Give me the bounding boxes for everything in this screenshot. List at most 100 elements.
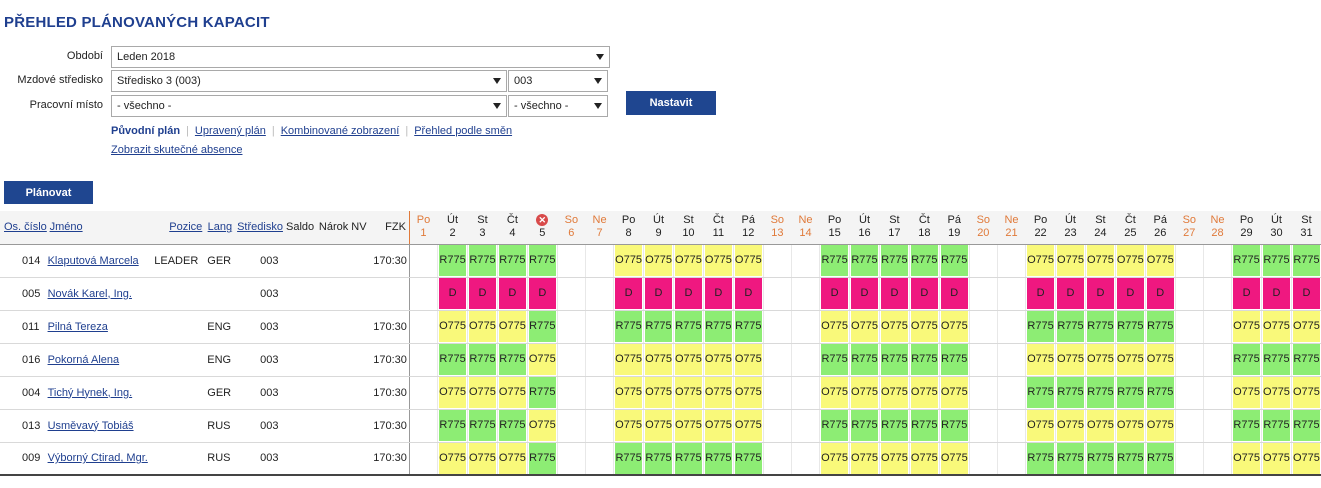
- shift-cell[interactable]: O775: [878, 376, 910, 410]
- shift-cell[interactable]: D: [908, 277, 940, 311]
- shift-cell[interactable]: [556, 409, 586, 443]
- shift-cell[interactable]: O775: [908, 310, 940, 344]
- shift-cell[interactable]: R775: [1290, 409, 1321, 443]
- view-original-plan[interactable]: Původní plán: [111, 125, 181, 137]
- shift-cell[interactable]: O775: [819, 310, 850, 344]
- shift-cell[interactable]: [790, 277, 820, 311]
- shift-cell[interactable]: [556, 244, 586, 278]
- shift-cell[interactable]: O775: [496, 376, 528, 410]
- shift-cell[interactable]: R775: [1290, 244, 1321, 278]
- set-button[interactable]: Nastavit: [626, 91, 716, 115]
- col-os-number[interactable]: Os. číslo: [0, 211, 48, 245]
- shift-cell[interactable]: O775: [1025, 343, 1056, 377]
- shift-cell[interactable]: O775: [1290, 376, 1321, 410]
- shift-cell[interactable]: [762, 310, 792, 344]
- shift-cell[interactable]: O775: [643, 343, 674, 377]
- shift-cell[interactable]: R775: [1084, 442, 1116, 476]
- shift-cell[interactable]: [408, 277, 438, 311]
- period-select[interactable]: Leden 2018: [111, 46, 610, 68]
- employee-name-link[interactable]: Usměvavý Tobiáš: [47, 419, 134, 432]
- employee-name-link[interactable]: Výborný Ctirad, Mgr.: [47, 452, 148, 465]
- shift-cell[interactable]: O775: [1114, 343, 1146, 377]
- shift-cell[interactable]: [996, 277, 1026, 311]
- shift-cell[interactable]: R775: [1231, 244, 1262, 278]
- shift-cell[interactable]: R775: [672, 442, 704, 476]
- shift-cell[interactable]: [968, 343, 998, 377]
- shift-cell[interactable]: O775: [849, 310, 880, 344]
- shift-cell[interactable]: R775: [732, 442, 764, 476]
- shift-cell[interactable]: D: [819, 277, 850, 311]
- shift-cell[interactable]: [968, 244, 998, 278]
- shift-cell[interactable]: [1174, 409, 1204, 443]
- shift-cell[interactable]: [408, 409, 438, 443]
- shift-cell[interactable]: R775: [1084, 310, 1116, 344]
- employee-name-link[interactable]: Pilná Tereza: [47, 320, 108, 333]
- shift-cell[interactable]: R775: [819, 244, 850, 278]
- shift-cell[interactable]: R775: [643, 310, 674, 344]
- employee-name-link[interactable]: Tichý Hynek, Ing.: [47, 386, 133, 399]
- shift-cell[interactable]: [408, 310, 438, 344]
- shift-cell[interactable]: R775: [849, 244, 880, 278]
- shift-cell[interactable]: R775: [1231, 343, 1262, 377]
- shift-cell[interactable]: O775: [643, 244, 674, 278]
- shift-cell[interactable]: O775: [1055, 343, 1086, 377]
- shift-cell[interactable]: R775: [526, 244, 558, 278]
- shift-cell[interactable]: [790, 244, 820, 278]
- shift-cell[interactable]: [790, 442, 820, 476]
- shift-cell[interactable]: O775: [672, 376, 704, 410]
- shift-cell[interactable]: [1202, 442, 1232, 476]
- shift-cell[interactable]: O775: [1290, 442, 1321, 476]
- shift-cell[interactable]: D: [1290, 277, 1321, 311]
- shift-cell[interactable]: R775: [437, 343, 468, 377]
- shift-cell[interactable]: [790, 409, 820, 443]
- shift-cell[interactable]: R775: [938, 244, 970, 278]
- shift-cell[interactable]: R775: [732, 310, 764, 344]
- shift-cell[interactable]: R775: [819, 343, 850, 377]
- shift-cell[interactable]: R775: [1025, 310, 1056, 344]
- plan-button[interactable]: Plánovat: [4, 181, 93, 204]
- shift-cell[interactable]: [968, 409, 998, 443]
- shift-cell[interactable]: D: [938, 277, 970, 311]
- shift-cell[interactable]: O775: [1055, 244, 1086, 278]
- shift-cell[interactable]: O775: [1231, 442, 1262, 476]
- shift-cell[interactable]: R775: [849, 409, 880, 443]
- shift-cell[interactable]: D: [1084, 277, 1116, 311]
- shift-cell[interactable]: O775: [878, 442, 910, 476]
- shift-cell[interactable]: O775: [1114, 409, 1146, 443]
- shift-cell[interactable]: O775: [613, 343, 644, 377]
- shift-cell[interactable]: R775: [437, 244, 468, 278]
- shift-cell[interactable]: O775: [467, 376, 498, 410]
- shift-cell[interactable]: O775: [1231, 376, 1262, 410]
- shift-cell[interactable]: [996, 244, 1026, 278]
- shift-cell[interactable]: [996, 310, 1026, 344]
- shift-cell[interactable]: R775: [1055, 376, 1086, 410]
- shift-cell[interactable]: R775: [643, 442, 674, 476]
- shift-cell[interactable]: [762, 409, 792, 443]
- shift-cell[interactable]: O775: [1231, 310, 1262, 344]
- shift-cell[interactable]: D: [643, 277, 674, 311]
- shift-cell[interactable]: R775: [613, 442, 644, 476]
- shift-cell[interactable]: O775: [672, 343, 704, 377]
- shift-cell[interactable]: [790, 376, 820, 410]
- shift-cell[interactable]: O775: [1114, 244, 1146, 278]
- shift-cell[interactable]: [762, 343, 792, 377]
- shift-cell[interactable]: O775: [437, 442, 468, 476]
- shift-cell[interactable]: R775: [1144, 310, 1176, 344]
- shift-cell[interactable]: R775: [908, 244, 940, 278]
- shift-cell[interactable]: R775: [526, 376, 558, 410]
- shift-cell[interactable]: D: [1144, 277, 1176, 311]
- shift-cell[interactable]: [1202, 310, 1232, 344]
- col-cost-center[interactable]: Středisko: [234, 211, 285, 245]
- shift-cell[interactable]: [408, 376, 438, 410]
- shift-cell[interactable]: [1202, 244, 1232, 278]
- shift-cell[interactable]: O775: [437, 310, 468, 344]
- shift-cell[interactable]: O775: [938, 310, 970, 344]
- shift-cell[interactable]: O775: [1025, 409, 1056, 443]
- shift-cell[interactable]: R775: [908, 343, 940, 377]
- shift-cell[interactable]: [996, 376, 1026, 410]
- shift-cell[interactable]: D: [849, 277, 880, 311]
- shift-cell[interactable]: [996, 409, 1026, 443]
- shift-cell[interactable]: R775: [437, 409, 468, 443]
- shift-cell[interactable]: [584, 376, 614, 410]
- shift-cell[interactable]: [762, 442, 792, 476]
